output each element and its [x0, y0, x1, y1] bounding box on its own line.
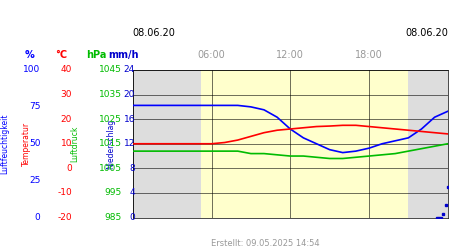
Text: 985: 985 [104, 213, 122, 222]
Bar [133, 70, 201, 218]
Text: %: % [24, 50, 34, 60]
Text: 10: 10 [60, 139, 72, 148]
Text: 8: 8 [129, 164, 135, 173]
Text: hPa: hPa [86, 50, 107, 60]
Text: -20: -20 [58, 213, 72, 222]
Text: 1025: 1025 [99, 115, 122, 124]
Text: 18:00: 18:00 [355, 50, 383, 60]
Text: 08.06.20: 08.06.20 [133, 28, 176, 38]
Text: -10: -10 [57, 188, 72, 198]
Text: 50: 50 [29, 139, 40, 148]
Text: 30: 30 [60, 90, 72, 99]
Text: 24: 24 [124, 66, 135, 74]
Text: 12: 12 [124, 139, 135, 148]
Text: Niederschlag: Niederschlag [106, 119, 115, 169]
Text: 995: 995 [104, 188, 122, 198]
Text: Luftfeuchtigkeit: Luftfeuchtigkeit [0, 114, 9, 174]
Bar [201, 70, 409, 218]
Text: 16: 16 [123, 115, 135, 124]
Text: 06:00: 06:00 [198, 50, 225, 60]
Text: 1005: 1005 [99, 164, 122, 173]
Text: 100: 100 [23, 66, 40, 74]
Text: 4: 4 [130, 188, 135, 198]
Text: 75: 75 [29, 102, 40, 112]
Text: 1045: 1045 [99, 66, 122, 74]
Text: 08.06.20: 08.06.20 [405, 28, 448, 38]
Text: 25: 25 [29, 176, 40, 185]
Text: 1015: 1015 [99, 139, 122, 148]
Text: 40: 40 [61, 66, 72, 74]
Text: Luftdruck: Luftdruck [70, 126, 79, 162]
Text: 0: 0 [66, 164, 72, 173]
Text: Temperatur: Temperatur [22, 122, 31, 166]
Text: mm/h: mm/h [108, 50, 139, 60]
Text: °C: °C [55, 50, 67, 60]
Text: 20: 20 [124, 90, 135, 99]
Text: 0: 0 [129, 213, 135, 222]
Text: Erstellt: 09.05.2025 14:54: Erstellt: 09.05.2025 14:54 [211, 238, 320, 248]
Text: 20: 20 [61, 115, 72, 124]
Text: 0: 0 [35, 213, 40, 222]
Bar [408, 70, 448, 218]
Text: 1035: 1035 [99, 90, 122, 99]
Text: 12:00: 12:00 [276, 50, 304, 60]
